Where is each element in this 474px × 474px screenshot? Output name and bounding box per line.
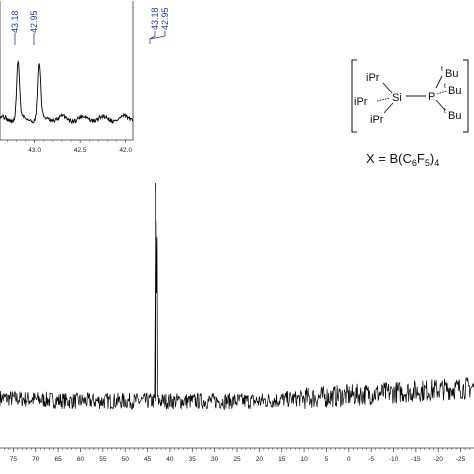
main-x-tick-label: 30 [211, 456, 219, 463]
top-peak-label-bracket [149, 31, 166, 44]
main-x-tick-label: -20 [434, 456, 444, 463]
si-bond-lower [383, 102, 394, 114]
inset-peak-label-2: 42.95 [29, 10, 39, 33]
p-bond-middle-hashed [436, 90, 448, 95]
inset-label-ticks [14, 33, 35, 45]
counterion-label: X = B(C6F5)4 [366, 151, 439, 168]
main-x-tick-label: 55 [99, 456, 107, 463]
silicon-atom: Si [392, 92, 402, 104]
main-x-tick-label: 0 [347, 456, 351, 463]
main-x-tick-label: -5 [368, 456, 374, 463]
inset-x-tick-label: 43.0 [28, 147, 41, 154]
main-x-tick-label: 65 [55, 456, 63, 463]
p-bond-upper [435, 75, 443, 89]
top-peak-label-2: 42.95 [160, 7, 170, 30]
left-bracket [351, 59, 357, 133]
main-x-tick-label: 15 [278, 456, 286, 463]
inset-peak-labels: 43.18 42.95 [10, 10, 39, 45]
chemical-structure: iPr iPr iPr Si P t Bu t Bu t Bu [351, 59, 469, 133]
tbu-label-1: Bu [445, 68, 458, 80]
inset-peak-label-1: 43.18 [10, 10, 20, 33]
main-x-tick-label: 10 [300, 456, 308, 463]
main-x-tick-label: 20 [256, 456, 264, 463]
main-x-tick-label: -25 [456, 456, 466, 463]
phosphorus-atom: P [428, 91, 435, 103]
ipr-label-3: iPr [370, 114, 384, 126]
ipr-label-1: iPr [366, 72, 380, 84]
main-x-ticks: 75 70 65 60 55 50 45 40 35 30 25 20 15 10 5 0 -5 -10 -15 -2… [4, 448, 470, 463]
right-bracket [463, 59, 469, 133]
p-bond-lower [435, 99, 446, 111]
tbu-sup-3: t [444, 108, 446, 115]
main-x-tick-label: 75 [10, 456, 18, 463]
si-bond-left-hashed [376, 97, 391, 102]
main-x-tick-label: 35 [189, 456, 197, 463]
ipr-label-2: iPr [354, 96, 368, 108]
inset-frame [0, 1, 134, 141]
main-x-tick-label: 25 [233, 456, 241, 463]
top-peak-label-1: 43.18 [150, 7, 160, 30]
inset-zoom: 43.0 42.5 42.0 43.18 42.95 [0, 1, 134, 154]
main-x-tick-label: -15 [411, 456, 421, 463]
si-bond-upper [382, 82, 393, 94]
top-peak-labels: 43.18 42.95 [149, 7, 170, 44]
main-x-tick-label: 5 [325, 456, 329, 463]
main-spectrum-trace [0, 183, 474, 411]
inset-x-tick-label: 42.5 [74, 147, 87, 154]
main-x-tick-label: 40 [166, 456, 174, 463]
main-x-tick-label: 45 [144, 456, 152, 463]
main-spectrum: 75 70 65 60 55 50 45 40 35 30 25 20 15 10 5 0 -5 -10 -15 -2… [0, 183, 474, 463]
main-x-tick-label: 60 [77, 456, 85, 463]
main-x-tick-label: 50 [122, 456, 130, 463]
main-x-tick-label: 70 [32, 456, 40, 463]
inset-x-tick-label: 42.0 [119, 147, 132, 154]
tbu-sup-2: t [444, 83, 446, 90]
tbu-label-2: Bu [448, 85, 461, 97]
tbu-label-3: Bu [448, 110, 461, 122]
inset-spectrum-trace [0, 59, 134, 125]
inset-x-ticks: 43.0 42.5 42.0 [7, 140, 132, 154]
tbu-sup-1: t [441, 66, 443, 73]
main-x-tick-label: -10 [389, 456, 399, 463]
